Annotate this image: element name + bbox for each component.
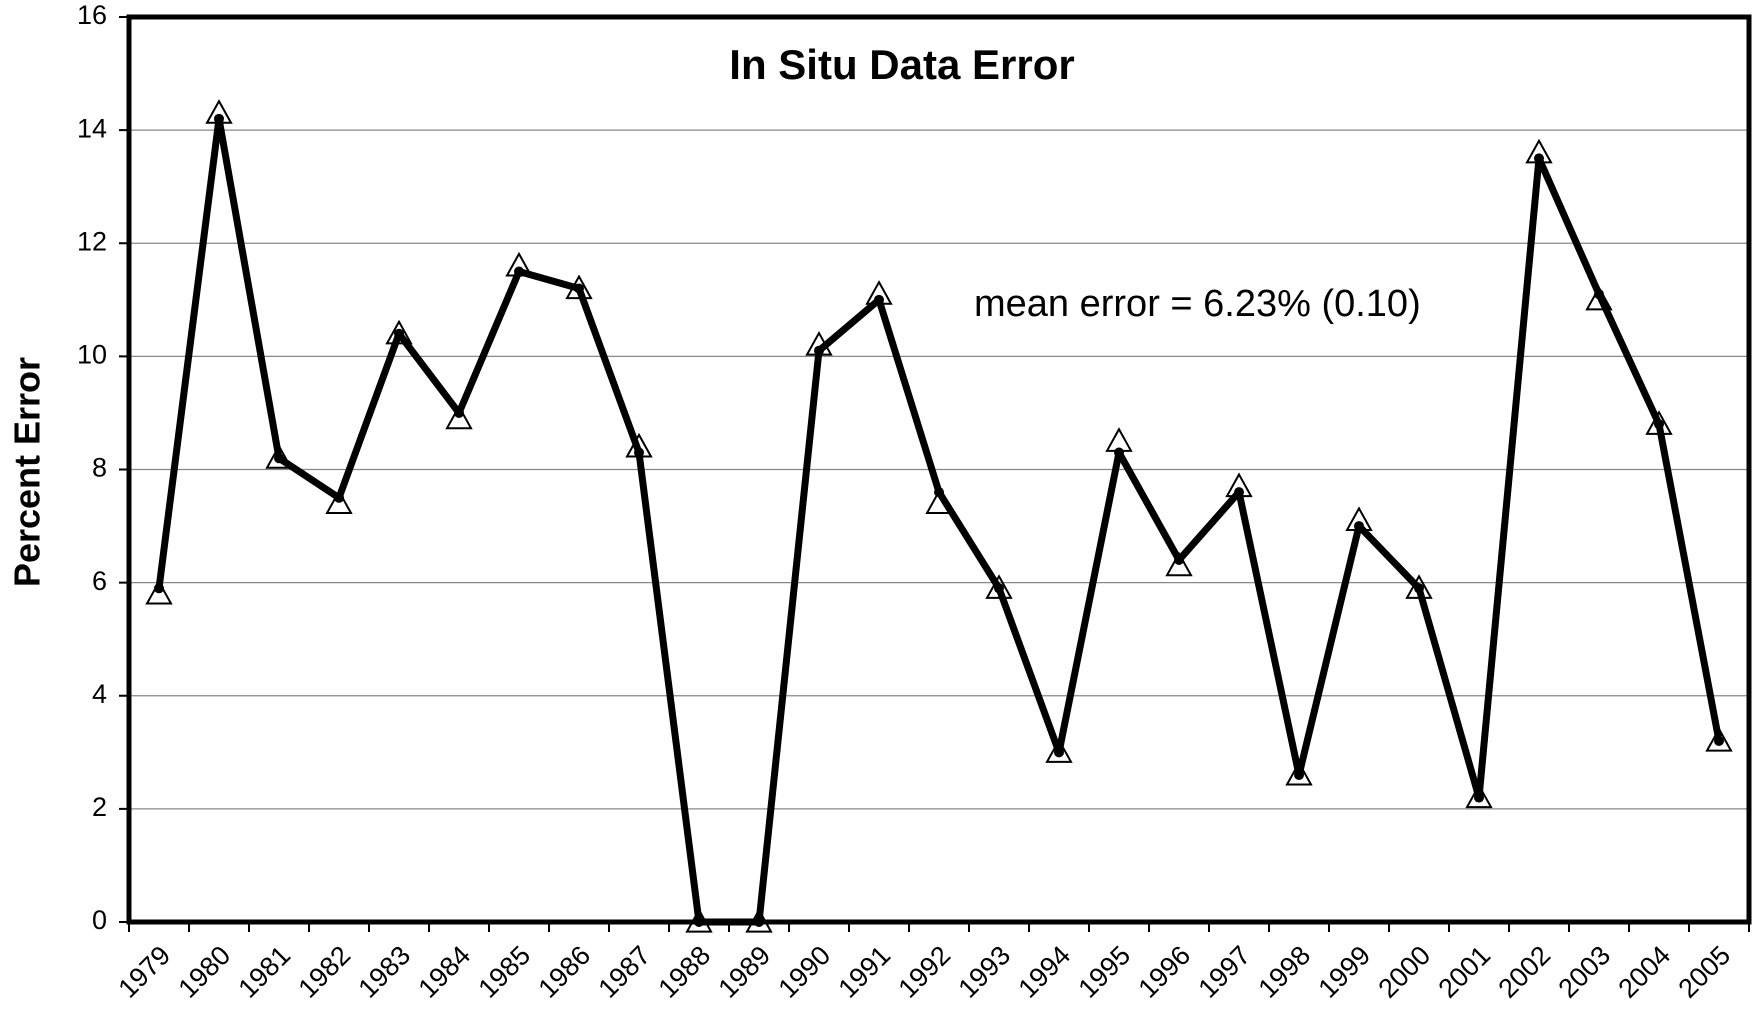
- x-tick-label: 2005: [1673, 940, 1737, 1004]
- y-tick-label: 12: [77, 226, 107, 256]
- triangle-marker: [1405, 574, 1433, 599]
- point-marker: [574, 283, 584, 294]
- triangle-marker: [565, 274, 593, 300]
- point-marker: [874, 294, 884, 305]
- x-tick-label: 1993: [953, 940, 1017, 1004]
- x-tick-label: 2003: [1553, 940, 1617, 1004]
- triangle-marker: [445, 404, 473, 430]
- annotation: mean error = 6.23% (0.10): [974, 283, 1421, 325]
- x-tick-label: 1985: [473, 940, 537, 1004]
- y-tick-label: 4: [92, 679, 107, 709]
- x-tick-label: 1984: [413, 940, 477, 1004]
- x-tick-label: 1994: [1013, 940, 1077, 1004]
- y-tick-label: 10: [77, 340, 107, 370]
- point-marker: [1234, 487, 1244, 498]
- point-marker: [994, 583, 1004, 594]
- x-tick-label: 2001: [1433, 940, 1497, 1004]
- triangle-marker: [1285, 760, 1313, 786]
- point-marker: [1654, 419, 1664, 430]
- triangle-marker: [1105, 427, 1133, 452]
- triangle-marker: [865, 280, 893, 305]
- point-marker: [274, 453, 284, 464]
- y-tick-label: 0: [92, 905, 107, 935]
- x-tick-label: 1991: [833, 940, 897, 1004]
- series-layer: [145, 99, 1733, 933]
- y-axis-label: Percent Error: [7, 357, 48, 587]
- x-tick-label: 1998: [1253, 940, 1317, 1004]
- x-tick-label: 1995: [1073, 940, 1137, 1004]
- triangle-marker: [265, 444, 293, 469]
- y-tick-label: 2: [92, 792, 107, 822]
- x-tick-label: 1981: [233, 940, 297, 1004]
- x-tick-label: 1979: [113, 940, 177, 1004]
- triangle-marker: [145, 579, 173, 605]
- x-tick-label: 2002: [1493, 940, 1557, 1004]
- point-marker: [634, 447, 644, 458]
- x-tick-label: 1980: [173, 940, 237, 1004]
- x-tick-label: 1990: [773, 940, 837, 1004]
- x-tick-label: 1999: [1313, 940, 1377, 1004]
- point-marker: [394, 328, 404, 339]
- triangle-marker: [325, 489, 353, 515]
- x-tick-label: 2000: [1373, 940, 1437, 1004]
- point-marker: [514, 266, 524, 277]
- point-marker: [1474, 792, 1484, 803]
- point-marker: [1534, 153, 1544, 164]
- y-tick-label: 8: [92, 453, 107, 483]
- x-tick-label: 1983: [353, 940, 417, 1004]
- triangle-marker: [1525, 138, 1553, 164]
- triangle-marker: [1705, 726, 1733, 752]
- triangle-marker: [925, 489, 953, 515]
- x-tick-label: 1988: [653, 940, 717, 1004]
- x-tick-label: 1982: [293, 940, 357, 1004]
- triangle-marker: [505, 251, 533, 277]
- triangle-marker: [1045, 738, 1073, 763]
- point-marker: [1714, 736, 1724, 746]
- triangle-marker: [1165, 551, 1193, 577]
- x-tick-label: 1989: [713, 940, 777, 1004]
- triangle-marker: [1345, 506, 1373, 532]
- triangle-marker: [985, 574, 1013, 599]
- x-tick-label: 1992: [893, 940, 957, 1004]
- y-tick-label: 16: [77, 0, 107, 30]
- point-marker: [214, 113, 224, 124]
- x-tick-label: 1997: [1193, 940, 1257, 1004]
- point-marker: [814, 345, 824, 356]
- point-marker: [1414, 583, 1424, 594]
- x-tick-label: 1987: [593, 940, 657, 1004]
- triangle-marker: [1465, 783, 1493, 809]
- triangle-marker: [205, 99, 233, 124]
- x-tick-label: 1986: [533, 940, 597, 1004]
- triangle-marker: [1645, 410, 1673, 435]
- x-tick-label: 2004: [1613, 940, 1677, 1004]
- point-marker: [1114, 447, 1124, 458]
- y-tick-label: 6: [92, 566, 107, 596]
- triangle-marker: [625, 432, 653, 458]
- triangle-marker: [385, 319, 413, 345]
- point-marker: [1054, 747, 1064, 758]
- x-tick-label: 1996: [1133, 940, 1197, 1004]
- point-marker: [1354, 521, 1364, 532]
- point-marker: [1294, 769, 1304, 780]
- y-tick-label: 14: [77, 113, 107, 143]
- triangle-marker: [805, 331, 833, 356]
- triangle-marker: [1225, 472, 1253, 498]
- chart-title: In Situ Data Error: [729, 41, 1074, 88]
- triangle-marker: [1585, 285, 1613, 311]
